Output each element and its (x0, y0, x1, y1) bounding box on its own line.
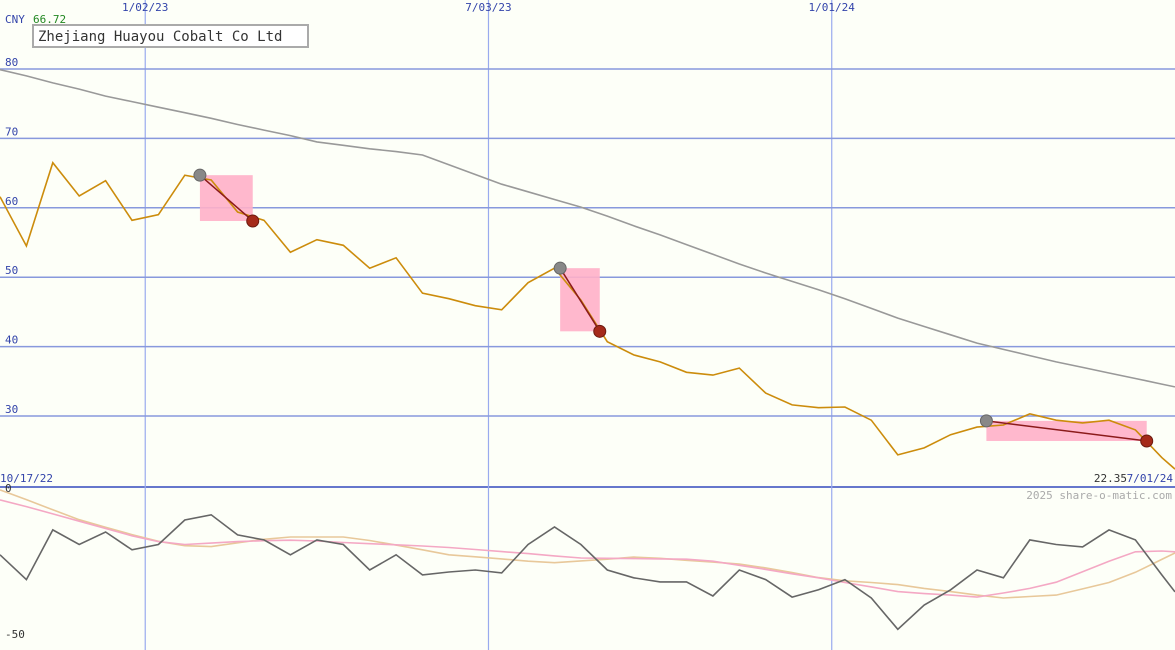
series-line (0, 513, 1175, 631)
y-tick-label: 30 (5, 403, 18, 416)
x-tick-label: 7/03/23 (465, 1, 511, 14)
signal-end (246, 214, 260, 228)
y-tick-label: -50 (5, 628, 25, 641)
last-label: 22.35 (1094, 472, 1127, 485)
y-tick-label: 70 (5, 125, 18, 138)
y-tick-label: 0 (5, 482, 12, 495)
chart-title: Zhejiang Huayou Cobalt Co Ltd (38, 29, 282, 45)
signal-end (593, 324, 607, 338)
high-label: 66.72 (33, 13, 66, 26)
title-box (32, 24, 309, 48)
signal-end (1140, 434, 1154, 448)
signal-line (199, 174, 254, 222)
x-tick-label: 1/01/24 (809, 1, 856, 14)
series-line (0, 68, 1175, 388)
signal-start (193, 168, 207, 182)
y-tick-label: 80 (5, 56, 18, 69)
signal-line (559, 267, 601, 332)
signal-start (553, 261, 567, 275)
signal-start (979, 414, 993, 428)
y-tick-label: 60 (5, 195, 18, 208)
x-tick-label: 1/02/23 (122, 1, 168, 14)
y-tick-label: 40 (5, 334, 18, 347)
signal-line (986, 420, 1147, 442)
credit: 2025 share-o-matic.com (1026, 489, 1172, 502)
currency: CNY (5, 13, 25, 26)
x-end-label: 7/01/24 (1127, 472, 1174, 485)
y-tick-label: 50 (5, 264, 18, 277)
x-start-label: 10/17/22 (0, 472, 53, 485)
series-line (0, 489, 1175, 599)
